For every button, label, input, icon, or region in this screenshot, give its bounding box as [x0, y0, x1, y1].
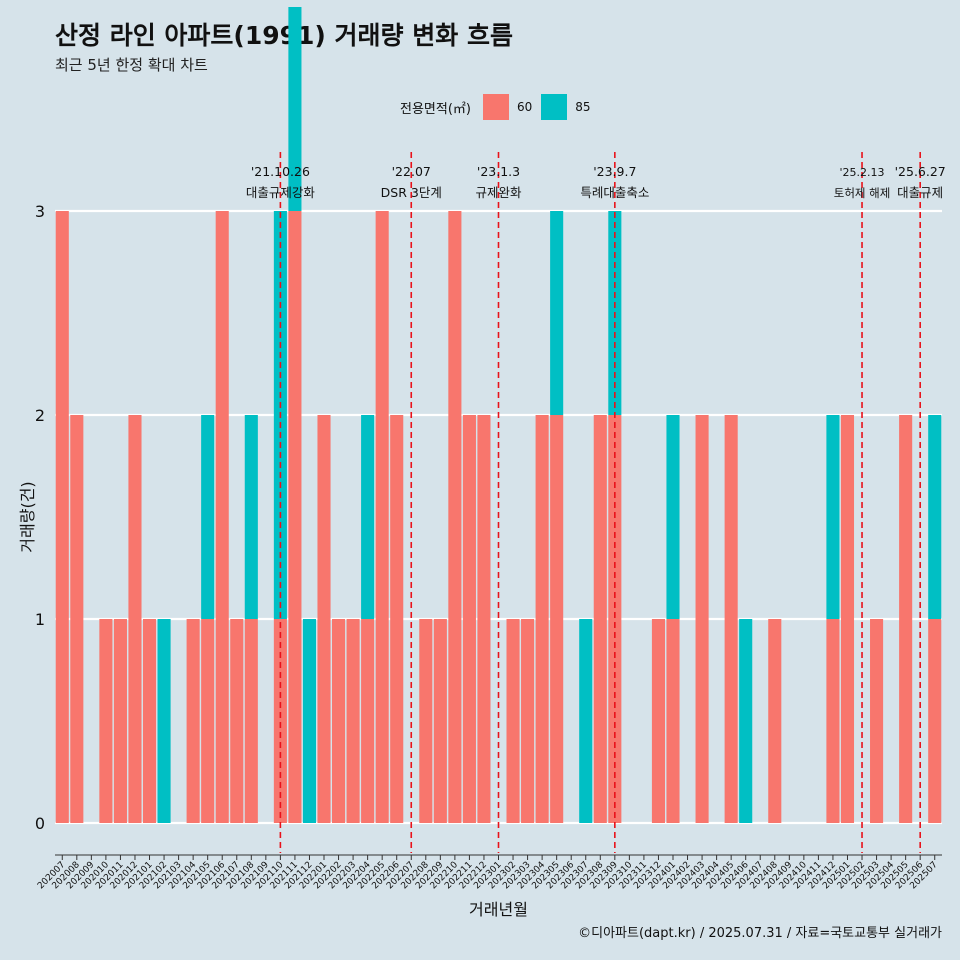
bar-85-202111: [288, 7, 302, 211]
bar-60-202110: [273, 619, 287, 823]
chart-title: 산정 라인 아파트(1991) 거래량 변화 흐름: [55, 21, 513, 50]
legend: 전용면적(㎡) 60 85: [400, 93, 600, 121]
legend-label-60: 60: [516, 100, 533, 114]
bar-60-202210: [448, 211, 462, 823]
event-label-202309: 특례대출축소: [580, 185, 649, 200]
bar-60-202010: [99, 619, 113, 823]
bar-60-202405: [724, 415, 738, 823]
event-label-202207: DSR 3단계: [381, 185, 442, 200]
bar-85-202401: [666, 415, 680, 619]
bar-60-202206: [390, 415, 404, 823]
bar-60-202202: [332, 619, 346, 823]
legend-swatch-85: [541, 94, 568, 120]
legend-label-85: 85: [575, 100, 591, 114]
bar-60-202007: [55, 211, 69, 823]
bar-60-202211: [462, 415, 476, 823]
event-label-202506: 대출규제: [897, 185, 943, 200]
event-date-202506: '25.6.27: [895, 164, 946, 179]
bar-60-202507: [928, 619, 942, 823]
bar-60-202008: [70, 415, 84, 823]
bar-60-202105: [201, 619, 215, 823]
source-caption: ©디아파트(dapt.kr) / 2025.07.31 / 자료=국토교통부 실…: [578, 926, 942, 941]
bar-60-202401: [666, 619, 680, 823]
bar-60-202408: [768, 619, 782, 823]
event-date-202207: '22.07: [392, 164, 431, 179]
bar-60-202505: [899, 415, 913, 823]
chart-subtitle: 최근 5년 한정 확대 차트: [55, 56, 208, 74]
bar-85-202204: [361, 415, 375, 619]
legend-title: 전용면적(㎡): [400, 101, 471, 117]
legend-swatch-60: [482, 94, 509, 120]
bar-60-202012: [128, 415, 142, 823]
bar-60-202503: [870, 619, 884, 823]
bar-60-202111: [288, 211, 302, 823]
event-label-202502: 토허제 해제: [834, 186, 891, 200]
y-tick-label: 1: [35, 610, 45, 629]
bar-85-202105: [201, 415, 215, 619]
event-date-202309: '23.9.7: [593, 164, 636, 179]
y-tick-label: 2: [35, 406, 45, 425]
bar-60-202108: [244, 619, 258, 823]
event-date-202502: '25.2.13: [840, 166, 885, 179]
event-date-202110: '21.10.26: [251, 164, 310, 179]
bar-85-202507: [928, 415, 942, 619]
bar-60-202309: [608, 415, 622, 823]
event-label-202301: 규제완화: [475, 185, 522, 200]
bar-60-202305: [550, 415, 564, 823]
bar-60-202212: [477, 415, 491, 823]
bar-85-202406: [739, 619, 753, 823]
bar-60-202011: [113, 619, 127, 823]
bar-60-202403: [695, 415, 709, 823]
event-date-202301: '23.1.3: [477, 164, 520, 179]
y-tick-label: 3: [35, 202, 45, 221]
bar-60-202203: [346, 619, 360, 823]
y-axis-title: 거래량(건): [18, 481, 37, 552]
bar-85-202108: [244, 415, 258, 619]
bar-60-202104: [186, 619, 200, 823]
x-axis-title: 거래년월: [469, 900, 528, 919]
bar-60-202204: [361, 619, 375, 823]
bar-85-202112: [302, 619, 317, 823]
bar-60-202304: [535, 415, 549, 823]
bar-60-202205: [375, 211, 389, 823]
y-tick-label: 0: [35, 814, 45, 833]
bar-85-202305: [550, 211, 564, 415]
bar-60-202101: [142, 619, 157, 823]
bar-60-202302: [506, 619, 520, 823]
bar-85-202412: [826, 415, 840, 619]
bar-85-202307: [579, 619, 593, 823]
bar-60-202412: [826, 619, 840, 823]
bar-60-202209: [433, 619, 447, 823]
bar-85-202102: [157, 619, 171, 823]
event-label-202110: 대출규제강화: [246, 185, 316, 200]
bar-60-202208: [419, 619, 433, 823]
bar-60-202201: [317, 415, 331, 823]
bar-60-202501: [840, 415, 855, 823]
bar-60-202107: [230, 619, 244, 823]
bar-60-202308: [593, 415, 607, 823]
bar-60-202312: [651, 619, 665, 823]
bar-60-202303: [521, 619, 535, 823]
bar-60-202106: [215, 211, 229, 823]
